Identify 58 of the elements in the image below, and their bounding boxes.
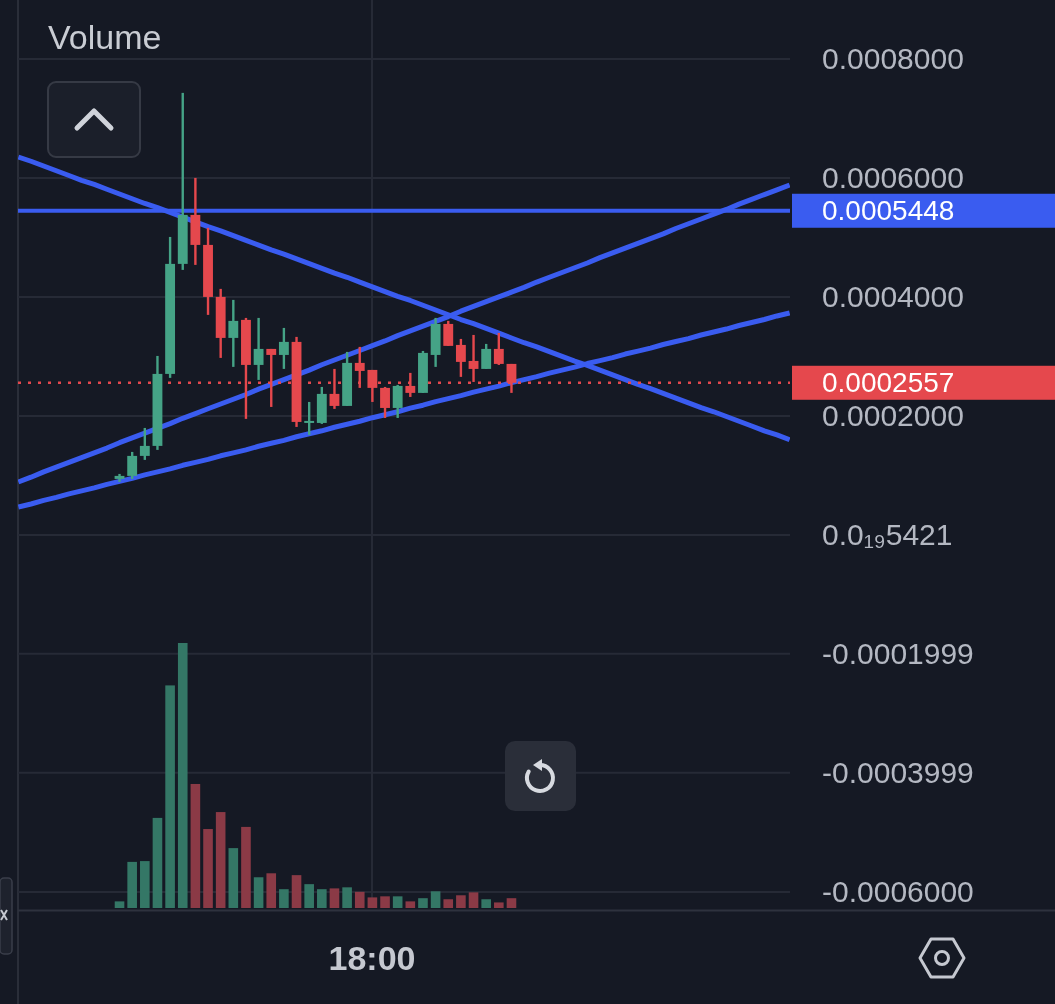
candlestick (443, 319, 454, 348)
y-tick-label: 0.0006000 (822, 161, 964, 195)
candlestick (278, 326, 289, 371)
candlestick (127, 450, 138, 481)
candlestick (253, 316, 264, 382)
y-tick-label: 0.0008000 (822, 42, 964, 76)
bar (228, 848, 239, 908)
candlestick (304, 400, 315, 437)
candlestick (228, 298, 239, 369)
bar (392, 896, 403, 908)
bar (241, 826, 251, 908)
ref-line-label: 0.0005448 (822, 195, 955, 227)
candlestick (380, 385, 390, 420)
y-tick-label: -0.0003999 (822, 756, 974, 790)
bar (253, 877, 264, 908)
bar (190, 783, 201, 908)
bar (317, 889, 327, 908)
candlestick (493, 331, 504, 367)
bar (430, 891, 441, 908)
bar (291, 875, 302, 908)
bar (152, 817, 163, 908)
bar (456, 895, 466, 908)
bar (266, 873, 277, 908)
bar (215, 812, 226, 908)
bar (380, 896, 390, 908)
bar (506, 898, 517, 908)
bar (114, 901, 125, 908)
bar (127, 861, 137, 908)
bar (165, 685, 175, 908)
bar (468, 892, 479, 908)
candlestick (468, 333, 479, 384)
candlestick (392, 383, 403, 420)
bar (304, 884, 314, 908)
bar (405, 901, 416, 908)
y-tick-label: 0.0002000 (822, 399, 964, 433)
candlestick (455, 337, 466, 379)
y-tick-label: -0.0001999 (822, 637, 974, 671)
bar (329, 888, 340, 908)
bar (418, 898, 428, 908)
bar (279, 889, 289, 908)
bar (140, 861, 150, 908)
bar (342, 887, 352, 908)
candlestick (329, 367, 340, 411)
bar (354, 891, 365, 908)
bar (481, 899, 491, 908)
chart-title: Volume (48, 18, 162, 56)
ref-line-label: 0.0002557 (822, 367, 955, 399)
bar (177, 643, 188, 908)
y-tick-label: -0.0006000 (822, 875, 974, 909)
bar (443, 899, 454, 908)
y-tick-label: 0.0₁₉5421 (822, 518, 953, 552)
bar (494, 902, 504, 908)
y-tick-label: 0.0004000 (822, 280, 964, 314)
text: 18:00 (328, 939, 416, 977)
candlestick (139, 426, 150, 462)
bar (367, 897, 378, 908)
bar (203, 829, 213, 908)
candlestick (481, 342, 492, 371)
